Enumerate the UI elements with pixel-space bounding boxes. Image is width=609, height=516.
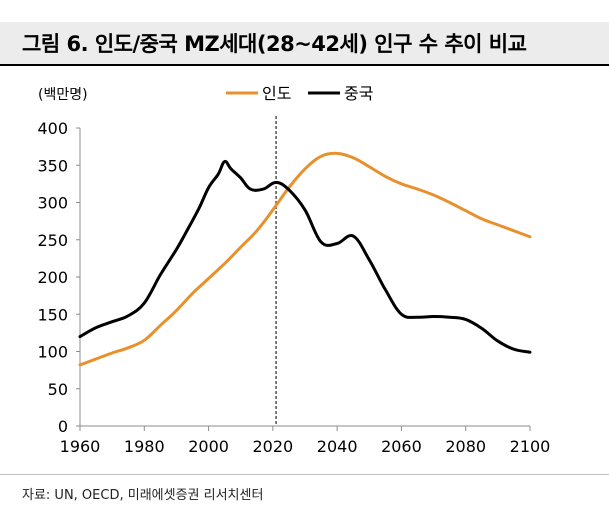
line-chart: 0 50 100 150 200 250 300 350 400 1960 1980 2000 202…: [37, 84, 551, 456]
x-tick-label: 1980: [124, 437, 165, 456]
legend-label-india: 인도: [262, 84, 291, 103]
x-tick-label: 2060: [381, 437, 422, 456]
y-tick-label: 350: [37, 156, 68, 175]
source-divider: [0, 474, 609, 475]
y-tick-label: 400: [37, 119, 68, 138]
page-title: 그림 6. 인도/중국 MZ세대(28~42세) 인구 수 추이 비교: [22, 32, 527, 56]
y-tick-label: 50: [48, 380, 68, 399]
y-tick-label: 250: [37, 231, 68, 250]
x-tick-label: 2000: [188, 437, 229, 456]
y-tick-label: 200: [37, 268, 68, 287]
legend-label-china: 중국: [344, 84, 373, 103]
y-tick-label: 100: [37, 343, 68, 362]
y-tick-label: 0: [58, 417, 68, 436]
x-tick-label: 2080: [445, 437, 486, 456]
source-note: 자료: UN, OECD, 미래에셋증권 리서치센터: [22, 488, 264, 503]
series-line-india: [78, 151, 532, 367]
series-line-china: [78, 159, 532, 354]
x-tick-label: 2020: [252, 437, 293, 456]
x-tick-label: 2100: [510, 437, 551, 456]
title-bar: 그림 6. 인도/중국 MZ세대(28~42세) 인구 수 추이 비교: [0, 22, 609, 66]
y-tick-label: 300: [37, 194, 68, 213]
x-tick-label: 2040: [317, 437, 358, 456]
x-tick-label: 1960: [60, 437, 101, 456]
y-tick-label: 150: [37, 305, 68, 324]
y-axis-unit-label: (백만명): [38, 87, 88, 103]
